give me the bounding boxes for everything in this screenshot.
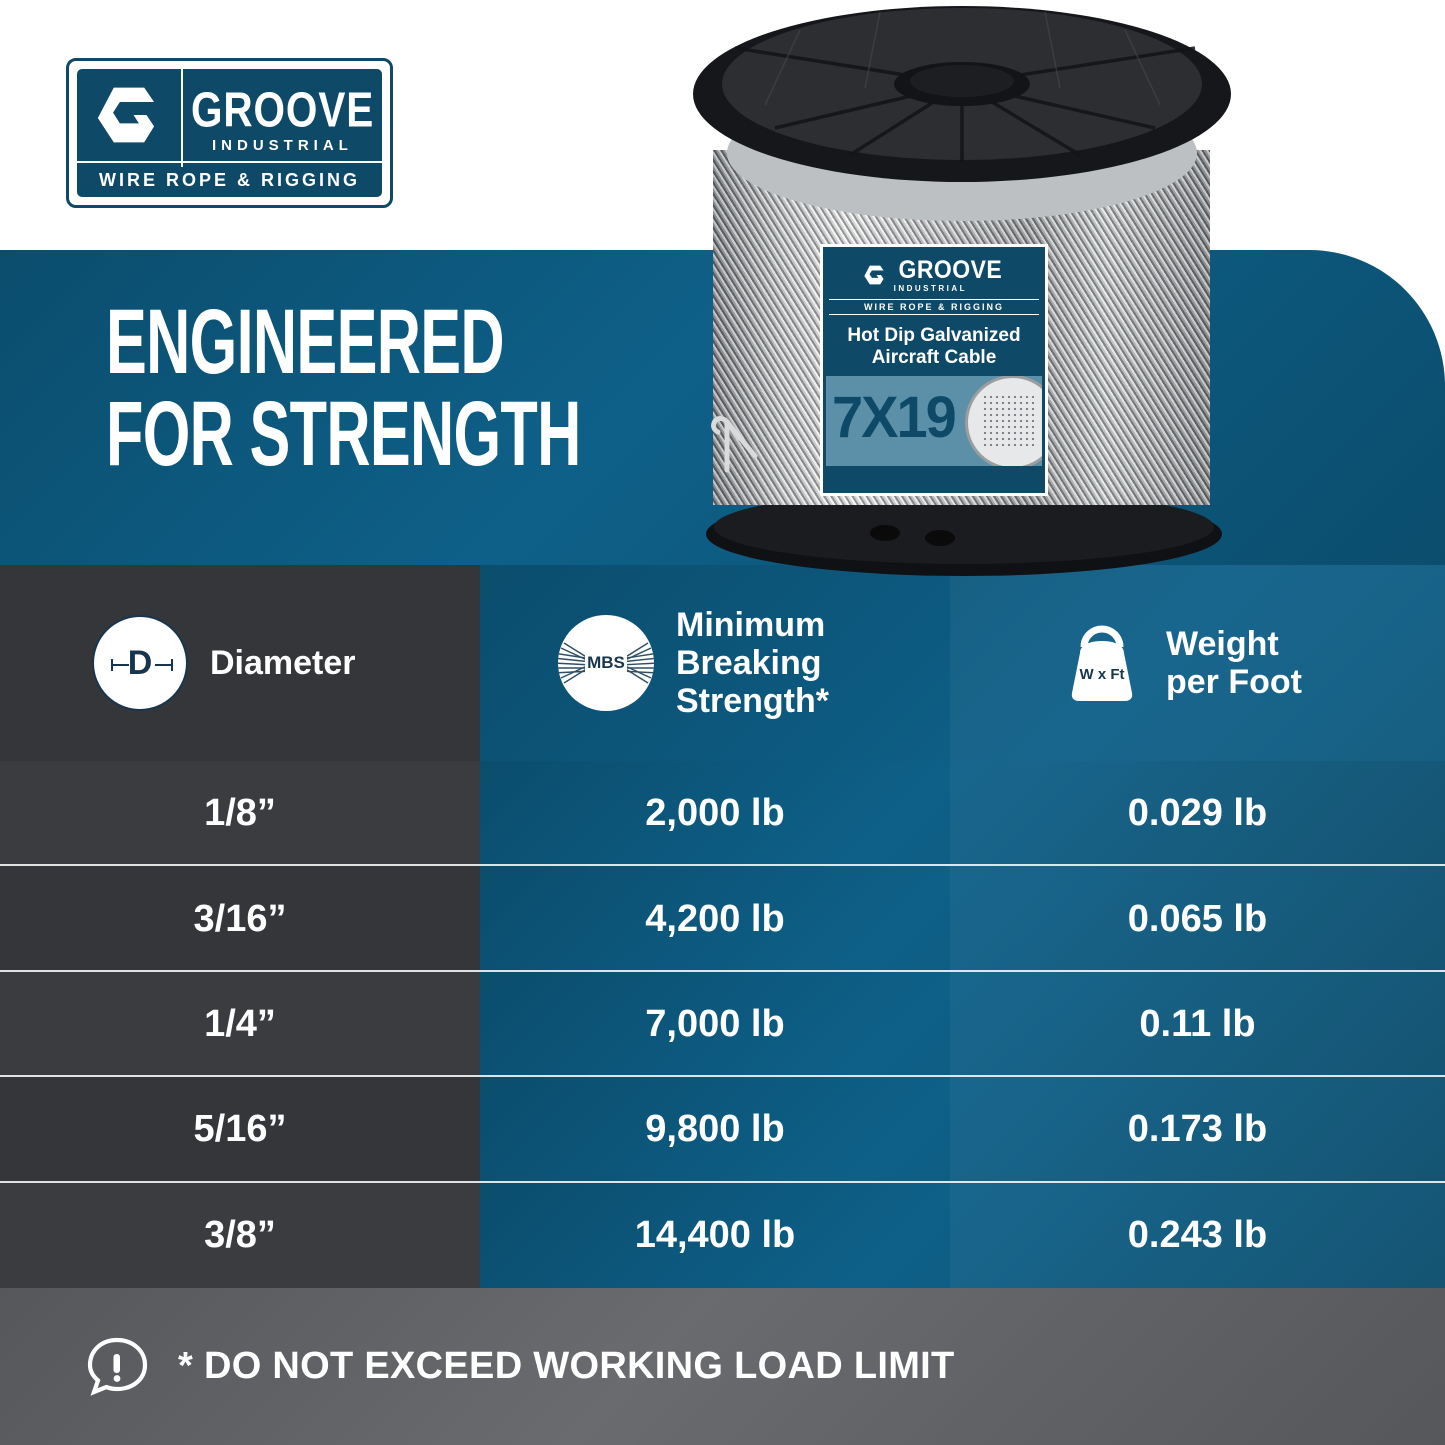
svg-text:W x Ft: W x Ft: [1080, 666, 1125, 683]
